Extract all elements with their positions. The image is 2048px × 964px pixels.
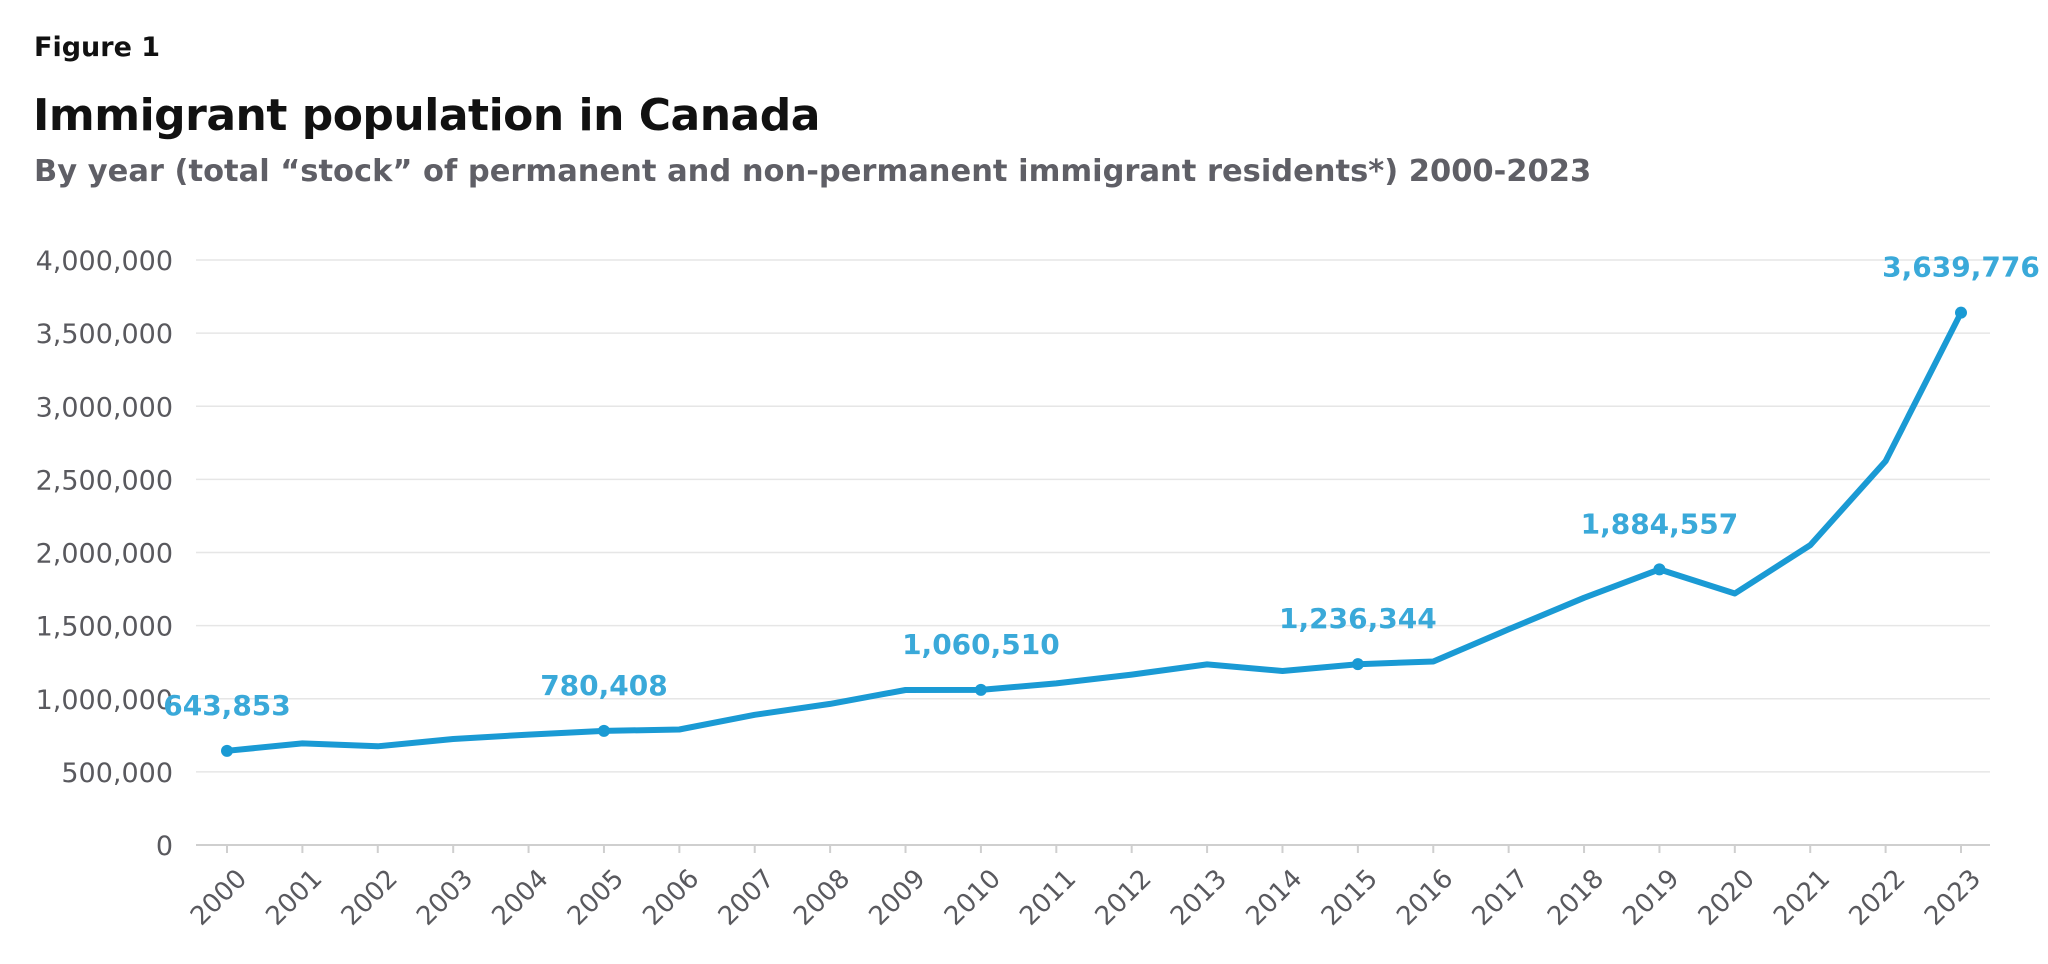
- x-tick-label: 2015: [1316, 864, 1384, 932]
- x-tick-label: 2016: [1391, 864, 1459, 932]
- data-point-marker: [221, 744, 233, 757]
- data-label: 3,639,776: [1882, 251, 2040, 284]
- y-tick-label: 1,000,000: [36, 685, 173, 716]
- data-label: 1,236,344: [1279, 602, 1437, 635]
- y-tick-label: 500,000: [61, 758, 173, 789]
- chart-title: Immigrant population in Canada: [33, 90, 820, 141]
- x-tick-label: 2004: [487, 864, 555, 932]
- y-axis-tick-labels: 0 500,000 1,000,000 1,500,000 2,000,000 2,500…: [36, 246, 173, 862]
- x-tick-label: 2012: [1090, 864, 1158, 932]
- y-tick-label: 0: [156, 831, 173, 862]
- y-tick-label: 2,500,000: [36, 465, 173, 496]
- series-line: [224, 309, 1964, 754]
- gridlines: [196, 259, 1990, 773]
- figure-label: Figure 1: [34, 32, 161, 63]
- data-point-marker: [974, 683, 987, 696]
- x-tick-label: 2014: [1240, 864, 1308, 932]
- y-tick-label: 3,000,000: [36, 392, 173, 423]
- x-tick-label: 2023: [1919, 864, 1987, 932]
- data-labels: 643,853 780,408 1,060,510 1,236,344 1,884,55…: [163, 251, 2040, 722]
- y-tick-label: 3,500,000: [36, 319, 173, 350]
- x-tick-label: 2008: [788, 864, 856, 932]
- data-point-marker: [1955, 306, 1967, 319]
- x-tick-label: 2018: [1542, 864, 1610, 932]
- x-tick-label: 2010: [939, 864, 1007, 932]
- x-tick-label: 2005: [562, 864, 630, 932]
- data-label: 1,060,510: [902, 628, 1060, 661]
- data-markers: [221, 306, 1967, 757]
- x-tick-label: 2007: [713, 864, 781, 932]
- x-tick-label: 2013: [1165, 864, 1233, 932]
- series: [224, 309, 1964, 754]
- y-tick-label: 4,000,000: [36, 246, 173, 277]
- x-tick-label: 2022: [1844, 864, 1912, 932]
- x-tick-label: 2006: [637, 864, 705, 932]
- data-point-marker: [1653, 563, 1666, 576]
- data-label: 643,853: [163, 689, 291, 722]
- y-tick-label: 1,500,000: [36, 612, 173, 643]
- x-tick-label: 2021: [1768, 864, 1836, 932]
- y-tick-label: 2,000,000: [36, 539, 173, 570]
- x-tick-label: 2019: [1617, 864, 1685, 932]
- x-tick-label: 2009: [863, 864, 931, 932]
- data-point-marker: [597, 724, 610, 737]
- x-tick-label: 2002: [336, 864, 404, 932]
- data-label: 1,884,557: [1581, 507, 1739, 540]
- x-tick-label: 2020: [1693, 864, 1761, 932]
- x-axis: [196, 844, 1990, 853]
- x-axis-tick-labels: 2000 2001 2002 2003 2004 2005 2006 2007 2008 2009…: [185, 864, 1987, 932]
- x-tick-label: 2017: [1467, 864, 1535, 932]
- x-tick-label: 2011: [1014, 864, 1082, 932]
- chart-subtitle: By year (total “stock” of permanent and …: [34, 154, 1592, 189]
- x-tick-label: 2003: [411, 864, 479, 932]
- x-tick-label: 2001: [260, 864, 328, 932]
- data-point-marker: [1351, 658, 1364, 671]
- data-label: 780,408: [540, 669, 668, 702]
- x-tick-label: 2000: [185, 864, 253, 932]
